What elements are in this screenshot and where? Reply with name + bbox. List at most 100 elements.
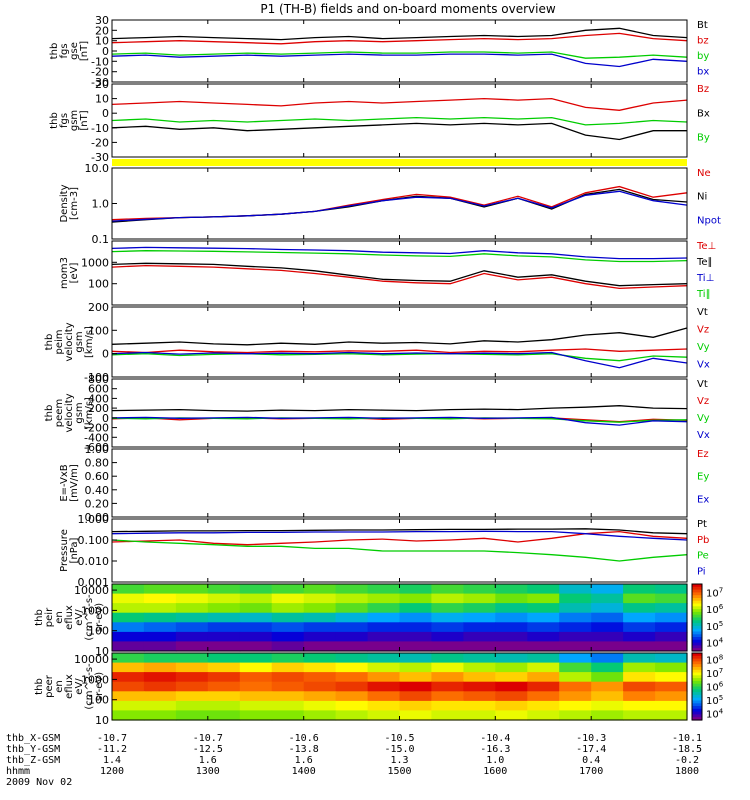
- colorbar-segment: [692, 683, 702, 688]
- heatmap-cell: [175, 593, 209, 604]
- heatmap-cell: [463, 584, 496, 595]
- legend-label: Ey: [697, 472, 709, 483]
- heatmap-cell: [271, 672, 305, 683]
- heatmap-cell: [143, 612, 177, 623]
- heatmap-cell: [463, 710, 496, 721]
- orbit-value: -10.5: [384, 733, 414, 744]
- heatmap-cell: [303, 584, 337, 595]
- heatmap-cell: [335, 641, 369, 652]
- y-axis-label: [km/s]: [84, 326, 95, 358]
- heatmap-cell: [303, 612, 337, 623]
- y-tick-label: 0.80: [85, 457, 110, 470]
- heatmap-cell: [143, 691, 177, 702]
- y-tick-label: 10: [95, 35, 109, 48]
- heatmap-cell: [271, 691, 305, 702]
- heatmap-cell: [335, 584, 369, 595]
- colorbar-segment: [692, 631, 702, 635]
- heatmap-cell: [655, 672, 688, 683]
- series-line-vt: [111, 405, 688, 412]
- heatmap-cell: [431, 593, 464, 604]
- heatmap-cell: [207, 662, 241, 673]
- heatmap-cell: [591, 612, 624, 623]
- colorbar-segment: [692, 625, 702, 630]
- colorbar-segment: [692, 669, 702, 674]
- heatmap-cell: [335, 653, 369, 664]
- heatmap-cell: [239, 700, 273, 712]
- heatmap-cell: [463, 622, 496, 633]
- heatmap-cell: [495, 631, 528, 643]
- orbit-value: -11.2: [97, 744, 127, 755]
- panel-frame: [111, 83, 688, 158]
- colorbar-segment: [692, 675, 702, 679]
- colorbar-segment: [692, 603, 702, 607]
- heatmap-cell: [303, 622, 337, 633]
- heatmap-cell: [431, 691, 464, 702]
- y-tick-label: 0.00: [85, 511, 110, 524]
- y-axis-label: thb: [49, 43, 60, 60]
- colorbar-segment: [692, 606, 702, 610]
- heatmap-cell: [431, 622, 464, 633]
- heatmap-cell: [495, 710, 528, 721]
- legend-label: Vt: [697, 307, 708, 318]
- y-tick-label: -10: [91, 122, 109, 135]
- heatmap-cell: [112, 631, 145, 643]
- y-tick-label: 0.40: [85, 484, 110, 497]
- heatmap-cell: [559, 653, 592, 664]
- legend-label: by: [697, 51, 709, 62]
- y-axis-label: gse: [69, 42, 80, 60]
- y-tick-label: 10000: [74, 584, 109, 597]
- orbit-value: 1.4: [103, 755, 121, 766]
- heatmap-cell: [239, 631, 273, 643]
- colorbar-segment: [692, 642, 702, 646]
- y-tick-label: 100: [88, 324, 109, 337]
- heatmap-cell: [431, 681, 464, 692]
- y-tick-label: 400: [88, 392, 109, 405]
- y-tick-label: 100: [88, 694, 109, 707]
- colorbar-segment: [692, 667, 702, 671]
- legend-label: By: [697, 133, 710, 144]
- orbit-row-label: thb_Z-GSM: [6, 755, 60, 766]
- y-tick-label: 0: [102, 45, 109, 58]
- heatmap-cell: [143, 603, 177, 614]
- y-tick-label: 10: [95, 93, 109, 106]
- orbit-value: -12.5: [193, 744, 223, 755]
- heatmap-cell: [367, 691, 401, 702]
- heatmap-cell: [591, 603, 624, 614]
- y-tick-label: 200: [88, 301, 109, 314]
- y-tick-label: 0.20: [85, 497, 110, 510]
- heatmap-cell: [399, 612, 432, 623]
- heatmap-cell: [495, 691, 528, 702]
- y-tick-label: 0: [102, 348, 109, 361]
- orbit-value: -15.0: [384, 744, 414, 755]
- legend-label: Ti⊥: [696, 273, 714, 284]
- heatmap-cell: [367, 710, 401, 721]
- heatmap-cell: [463, 681, 496, 692]
- heatmap-cell: [463, 593, 496, 604]
- heatmap-cell: [112, 612, 145, 623]
- heatmap-cell: [207, 622, 241, 633]
- heatmap-cell: [175, 691, 209, 702]
- orbit-value: 1800: [675, 766, 699, 777]
- heatmap-cell: [112, 622, 145, 633]
- heatmap-cell: [655, 584, 688, 595]
- heatmap-cell: [399, 603, 432, 614]
- heatmap-cell: [559, 622, 592, 633]
- y-axis-label: velocity: [64, 393, 75, 432]
- heatmap-cell: [367, 622, 401, 633]
- orbit-value: 1.6: [295, 755, 313, 766]
- panel-density: Ne Ni Npot 10.0 1.0 0.1 Density [cm-3]: [59, 162, 721, 246]
- legend-label: Vz: [697, 325, 709, 336]
- y-axis-label: mom3: [59, 257, 70, 289]
- series-line-bz: [111, 32, 688, 45]
- heatmap-cell: [143, 662, 177, 673]
- heatmap-cell: [207, 631, 241, 643]
- legend-label: Vt: [697, 379, 708, 390]
- y-tick-label: 0.001: [78, 576, 110, 589]
- y-tick-label: -30: [91, 151, 109, 164]
- heatmap-cell: [559, 584, 592, 595]
- heatmap-cell: [207, 653, 241, 664]
- panel-mom-temp: Te⊥ Te∥ Ti⊥ Ti∥ 1000 100 mom3 [eV]: [59, 240, 716, 306]
- heatmap-cell: [335, 700, 369, 712]
- legend-label: Vy: [697, 413, 710, 424]
